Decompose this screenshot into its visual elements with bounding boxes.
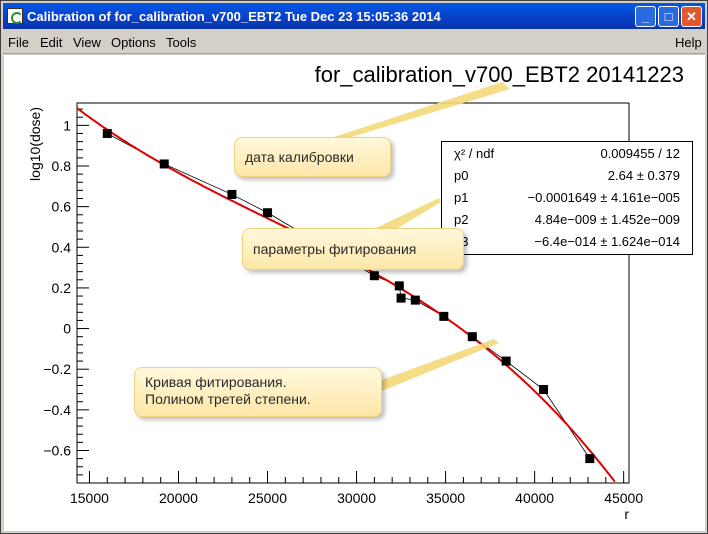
menu-bar: File Edit View Options Tools Help <box>3 31 705 54</box>
y-tick-label: −0.6 <box>43 442 71 458</box>
menu-tools[interactable]: Tools <box>166 35 197 50</box>
title-bar[interactable]: Calibration of for_calibration_v700_EBT2… <box>3 3 705 29</box>
stats-row: p1 −0.0001649 ± 4.161e−005 <box>442 187 692 209</box>
data-point <box>227 189 237 199</box>
plot-canvas[interactable]: 15000 20000 25000 30000 35000 40000 45000 −0.6 −… <box>4 55 705 531</box>
plot-title: for_calibration_v700_EBT2 20141223 <box>315 62 684 87</box>
y-tick-label: 1 <box>63 117 71 133</box>
data-point <box>539 385 549 395</box>
callout-date: дата калибровки <box>234 137 391 177</box>
x-axis-label: r <box>624 506 629 522</box>
x-tick-label: 25000 <box>248 490 287 506</box>
menu-help[interactable]: Help <box>675 35 702 50</box>
app-icon <box>7 8 23 24</box>
callout-params: параметры фитирования <box>242 228 464 270</box>
x-tick-label: 35000 <box>426 490 465 506</box>
y-axis-label: log10(dose) <box>27 107 43 181</box>
stat-name: p0 <box>454 168 469 183</box>
minimize-button[interactable]: _ <box>635 6 656 27</box>
data-point <box>501 356 511 366</box>
y-tick-label: 0.8 <box>52 158 72 174</box>
stats-row: χ² / ndf 0.009455 / 12 <box>442 143 692 165</box>
data-point <box>410 295 420 305</box>
callout-curve-pointer <box>379 339 499 391</box>
window-title: Calibration of for_calibration_v700_EBT2… <box>27 9 441 24</box>
stats-box[interactable]: χ² / ndf 0.009455 / 12 p0 2.64 ± 0.379 p… <box>441 141 693 255</box>
data-point <box>159 159 169 169</box>
menu-options[interactable]: Options <box>111 35 156 50</box>
stats-row: p0 2.64 ± 0.379 <box>442 165 692 187</box>
x-tick-label: 30000 <box>337 490 376 506</box>
y-tick-label: 0.4 <box>52 239 72 255</box>
data-point <box>263 208 273 218</box>
close-button[interactable]: ✕ <box>681 6 702 27</box>
callout-curve: Кривая фитирования. Полином третей степе… <box>134 367 382 417</box>
x-tick-label: 20000 <box>159 490 198 506</box>
y-tick-label: 0 <box>63 321 71 337</box>
maximize-button[interactable]: □ <box>658 6 679 27</box>
stat-name: χ² / ndf <box>454 146 495 161</box>
plot-frame <box>76 102 630 484</box>
stat-name: p2 <box>454 212 469 227</box>
callout-params-pointer <box>374 198 441 229</box>
x-tick-label: 15000 <box>70 490 109 506</box>
y-tick-label: −0.2 <box>43 361 71 377</box>
data-point <box>439 311 449 321</box>
stats-row: p2 4.84e−009 ± 1.452e−009 <box>442 209 692 231</box>
x-tick-label: 45000 <box>604 490 643 506</box>
stat-name: p1 <box>454 190 469 205</box>
data-point <box>585 454 595 464</box>
menu-edit[interactable]: Edit <box>40 35 63 50</box>
stat-value: −0.0001649 ± 4.161e−005 <box>527 190 680 205</box>
stat-value: 4.84e−009 ± 1.452e−009 <box>534 212 680 227</box>
data-point <box>369 271 379 281</box>
data-point <box>396 293 406 303</box>
data-point <box>102 128 112 138</box>
stat-value: −6.4e−014 ± 1.624e−014 <box>534 234 680 249</box>
data-point <box>394 281 404 291</box>
y-tick-label: 0.6 <box>52 199 72 215</box>
menu-file[interactable]: File <box>8 35 29 50</box>
menu-view[interactable]: View <box>73 35 101 50</box>
plot-svg: 15000 20000 25000 30000 35000 40000 45000 −0.6 −… <box>27 62 684 522</box>
data-point <box>467 332 477 342</box>
callout-date-pointer <box>334 82 510 138</box>
x-tick-label: 40000 <box>515 490 554 506</box>
stat-value: 2.64 ± 0.379 <box>607 168 680 183</box>
stats-row: p3 −6.4e−014 ± 1.624e−014 <box>442 231 692 253</box>
stat-value: 0.009455 / 12 <box>600 146 680 161</box>
y-tick-label: 0.2 <box>52 280 72 296</box>
y-tick-label: −0.4 <box>43 402 71 418</box>
